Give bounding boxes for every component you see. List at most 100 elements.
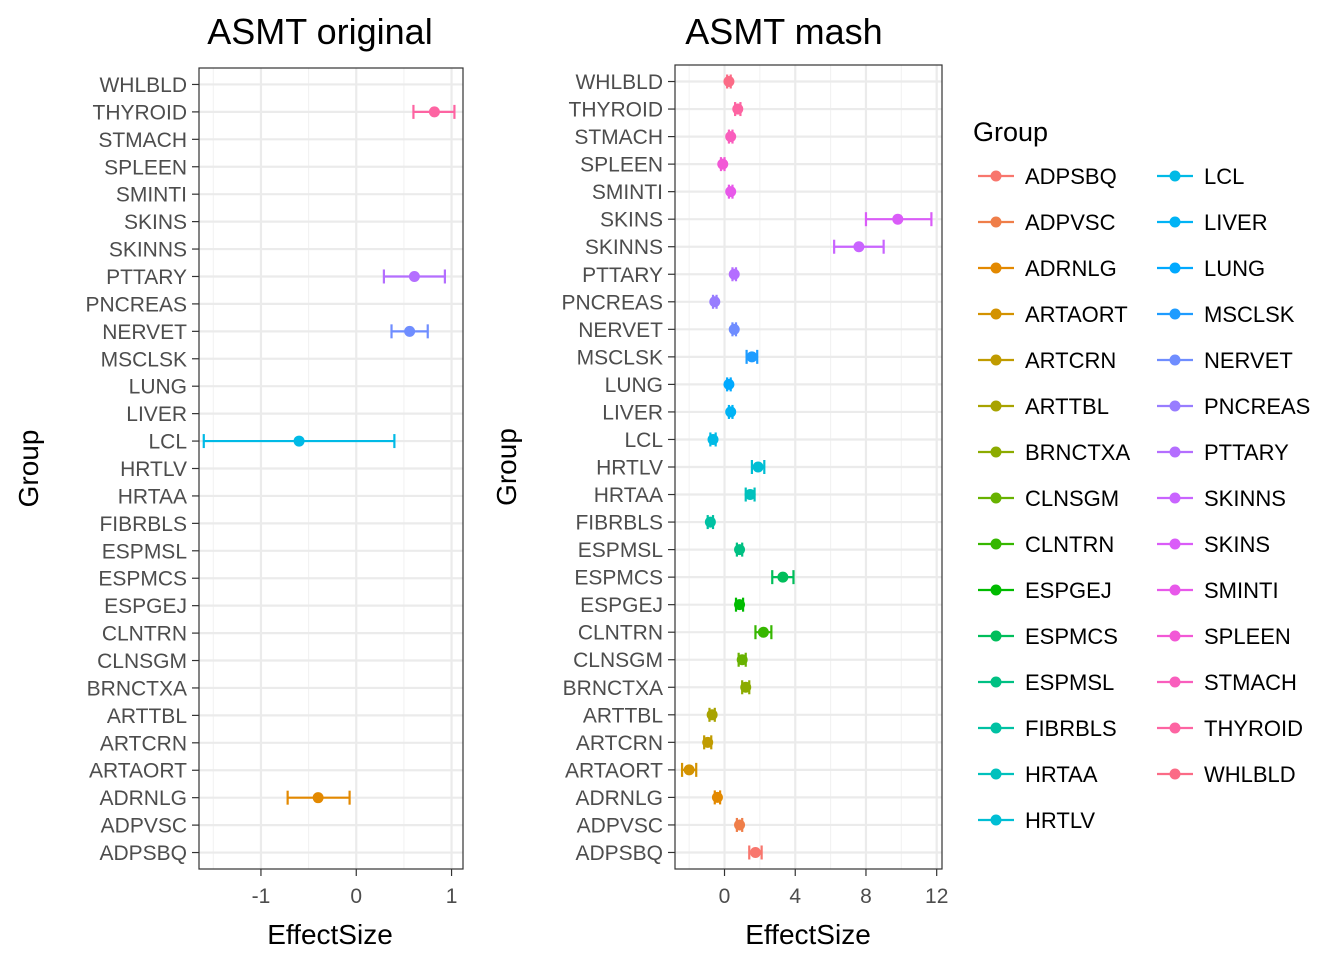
y-tick-label: ARTTBL <box>583 704 663 727</box>
point-marker <box>728 268 740 280</box>
data-point-pttary <box>728 267 740 282</box>
y-tick-label: HRTAA <box>594 484 663 507</box>
data-point-hrtlv <box>750 460 766 474</box>
x-tick-label: -1 <box>252 885 271 908</box>
point-marker <box>757 626 769 638</box>
y-tick-label: STMACH <box>574 126 663 149</box>
legend-label: BRNCTXA <box>1025 440 1130 465</box>
y-tick-label: SKINS <box>124 211 187 234</box>
point-marker <box>725 406 737 418</box>
legend-item-clntrn: CLNTRN <box>978 532 1114 557</box>
y-tick-label: ADPSBQ <box>575 842 663 865</box>
point-marker <box>749 846 761 858</box>
y-tick-label: MSCLSK <box>577 346 663 369</box>
y-tick-label: ARTAORT <box>565 759 663 782</box>
point-marker <box>744 489 756 501</box>
point-marker <box>752 461 764 473</box>
legend-item-hrtaa: HRTAA <box>978 762 1098 787</box>
legend-label: ARTAORT <box>1025 302 1128 327</box>
legend-key-marker <box>1169 216 1181 228</box>
legend-label: ADPVSC <box>1025 210 1116 235</box>
legend-label: SKINNS <box>1204 486 1286 511</box>
y-tick-label: LIVER <box>126 403 187 426</box>
y-tick-label: THYROID <box>569 99 664 122</box>
data-point-liver <box>725 404 737 419</box>
data-point-artaort <box>680 762 698 777</box>
legend-key-marker <box>990 722 1002 734</box>
legend-item-arttbl: ARTTBL <box>978 394 1109 419</box>
data-point-skinns <box>833 239 885 254</box>
legend-item-skinns: SKINNS <box>1157 486 1286 511</box>
data-point-stmach <box>725 129 737 144</box>
data-point-nervet <box>390 324 429 339</box>
legend-label: ESPGEJ <box>1025 578 1112 603</box>
y-tick-label: PTTARY <box>106 266 187 289</box>
point-marker <box>404 325 416 337</box>
legend-key-marker <box>1169 262 1181 274</box>
point-marker <box>892 213 904 225</box>
legend-key-marker <box>990 400 1002 412</box>
y-tick-label: SMINTI <box>116 184 187 207</box>
y-tick-label: BRNCTXA <box>563 677 663 700</box>
point-marker <box>717 158 729 170</box>
legend-item-spleen: SPLEEN <box>1157 624 1291 649</box>
y-tick-label: FIBRBLS <box>99 513 187 536</box>
data-point-arttbl <box>706 707 718 722</box>
data-point-fibrbls <box>704 515 716 530</box>
legend-item-thyroid: THYROID <box>1157 716 1303 741</box>
point-marker <box>704 516 716 528</box>
legend-key-marker <box>1169 584 1181 596</box>
legend-item-skins: SKINS <box>1157 532 1270 557</box>
legend-label: ESPMSL <box>1025 670 1114 695</box>
legend-item-pttary: PTTARY <box>1157 440 1289 465</box>
y-tick-label: LUNG <box>605 374 663 397</box>
y-tick-label: SKINS <box>600 209 663 232</box>
data-point-espgej <box>734 597 746 612</box>
x-tick-label: 8 <box>860 885 872 908</box>
y-tick-label: NERVET <box>578 319 663 342</box>
point-marker <box>725 186 737 198</box>
legend-key-marker <box>1169 354 1181 366</box>
y-tick-label: ESPMCS <box>574 567 663 590</box>
legend-key-marker <box>990 446 1002 458</box>
x-tick-label: 1 <box>446 885 458 908</box>
point-marker <box>709 296 721 308</box>
data-point-spleen <box>717 157 729 172</box>
point-marker <box>312 792 324 804</box>
data-point-pttary <box>382 269 446 284</box>
x-tick-label: 0 <box>350 885 362 908</box>
data-point-thyroid <box>412 104 456 119</box>
point-marker <box>683 764 695 776</box>
point-marker <box>736 654 748 666</box>
y-tick-label: SPLEEN <box>580 154 663 177</box>
data-point-lcl <box>707 432 719 447</box>
legend-key-marker <box>990 630 1002 642</box>
point-marker <box>428 106 440 118</box>
y-tick-label: PNCREAS <box>85 293 187 316</box>
legend-key-marker <box>1169 446 1181 458</box>
legend-key-marker <box>1169 630 1181 642</box>
data-point-hrtaa <box>744 487 756 502</box>
legend-key-marker <box>990 262 1002 274</box>
point-marker <box>707 433 719 445</box>
legend-label: THYROID <box>1204 716 1303 741</box>
y-axis-title: Group <box>491 428 522 506</box>
legend-item-espgej: ESPGEJ <box>978 578 1112 603</box>
legend-key-marker <box>1169 170 1181 182</box>
y-tick-label: CLNSGM <box>573 649 663 672</box>
y-tick-label: ADRNLG <box>575 787 663 810</box>
y-tick-label: ARTCRN <box>576 732 663 755</box>
legend-label: ADRNLG <box>1025 256 1117 281</box>
y-tick-label: ARTAORT <box>89 760 187 783</box>
y-tick-label: HRTAA <box>118 485 187 508</box>
legend-label: HRTLV <box>1025 808 1095 833</box>
legend-item-hrtlv: HRTLV <box>978 808 1095 833</box>
legend-key-marker <box>990 308 1002 320</box>
y-tick-label: HRTLV <box>120 458 187 481</box>
legend-item-msclsk: MSCLSK <box>1157 302 1295 327</box>
y-tick-label: ESPMCS <box>98 568 187 591</box>
legend-item-sminti: SMINTI <box>1157 578 1279 603</box>
data-point-clnsgm <box>736 652 748 667</box>
y-tick-label: ADPVSC <box>577 814 663 837</box>
